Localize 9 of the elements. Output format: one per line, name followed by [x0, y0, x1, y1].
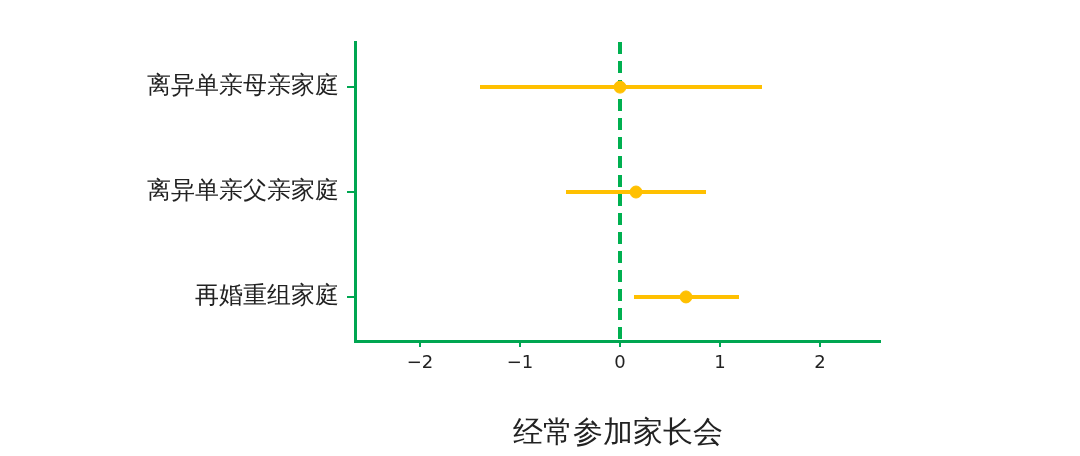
- x-axis-title: 经常参加家长会: [512, 413, 723, 449]
- y-tick-label: 离异单亲母亲家庭: [147, 71, 339, 100]
- x-tick-label: −1: [506, 351, 534, 373]
- y-tick-label: 再婚重组家庭: [195, 281, 339, 310]
- y-tick-label: 离异单亲父亲家庭: [147, 176, 339, 205]
- x-tick-label: 2: [814, 351, 826, 373]
- x-tick-label: 0: [614, 351, 626, 373]
- x-tick-label: 1: [714, 351, 726, 373]
- x-tick-label: −2: [406, 351, 434, 373]
